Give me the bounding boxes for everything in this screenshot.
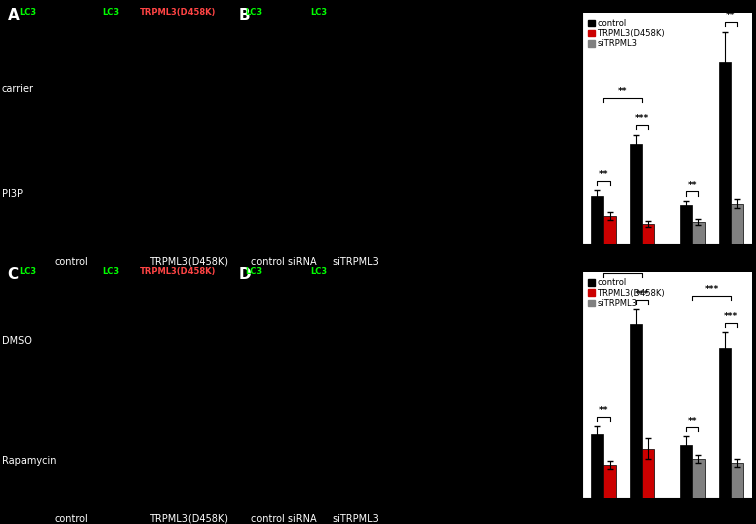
Bar: [692, 459, 705, 498]
Text: TRPML3(D458K): TRPML3(D458K): [140, 267, 216, 276]
Text: control: control: [55, 257, 88, 267]
Bar: [719, 348, 731, 498]
Text: LC3: LC3: [19, 8, 36, 17]
Bar: [731, 463, 743, 498]
Y-axis label: Number of LC3 particles: Number of LC3 particles: [545, 330, 554, 440]
Text: ***: ***: [635, 114, 649, 124]
Text: LC3: LC3: [19, 267, 36, 276]
Text: **: **: [618, 87, 627, 96]
Text: **: **: [687, 417, 697, 425]
Text: **: **: [687, 181, 697, 190]
Text: **: **: [727, 12, 736, 20]
Bar: [731, 204, 743, 244]
Text: siTRPML3: siTRPML3: [332, 514, 379, 523]
Bar: [680, 205, 692, 244]
Text: LC3: LC3: [310, 267, 327, 276]
Text: TRPML3(D458K): TRPML3(D458K): [150, 514, 228, 523]
Text: Rapamycin: Rapamycin: [2, 456, 56, 466]
Text: LC3: LC3: [102, 267, 119, 276]
Text: ***: ***: [635, 290, 649, 299]
Text: control siRNA: control siRNA: [251, 514, 316, 523]
Bar: [591, 196, 603, 244]
Text: C: C: [8, 267, 19, 282]
Bar: [719, 62, 731, 244]
Bar: [591, 434, 603, 498]
Bar: [692, 222, 705, 244]
Legend: control, TRPML3(D458K), siTRPML3: control, TRPML3(D458K), siTRPML3: [587, 277, 666, 310]
Bar: [642, 449, 655, 498]
Bar: [630, 144, 642, 244]
Text: LC3: LC3: [102, 8, 119, 17]
Text: ***: ***: [705, 285, 719, 294]
Text: control siRNA: control siRNA: [251, 257, 316, 267]
Text: **: **: [599, 170, 608, 179]
Text: ***: ***: [615, 263, 630, 271]
Bar: [680, 444, 692, 498]
Text: LC3: LC3: [246, 8, 263, 17]
Bar: [630, 324, 642, 498]
Text: TRPML3(D458K): TRPML3(D458K): [140, 8, 216, 17]
Text: LC3: LC3: [246, 267, 263, 276]
Text: LC3: LC3: [310, 8, 327, 17]
Text: **: **: [599, 406, 608, 416]
Legend: control, TRPML3(D458K), siTRPML3: control, TRPML3(D458K), siTRPML3: [587, 17, 666, 50]
Text: A: A: [8, 8, 20, 23]
Text: siTRPML3: siTRPML3: [332, 257, 379, 267]
Text: PI3P: PI3P: [2, 189, 23, 199]
Text: carrier: carrier: [2, 84, 33, 94]
Bar: [603, 216, 615, 244]
Text: B: B: [238, 8, 249, 23]
Text: E: E: [556, 0, 568, 13]
Text: D: D: [238, 267, 251, 282]
Text: ***: ***: [723, 312, 738, 321]
Y-axis label: Number of LC3 particles: Number of LC3 particles: [545, 73, 554, 183]
Text: F: F: [556, 254, 568, 272]
Bar: [603, 465, 615, 498]
Text: control: control: [55, 514, 88, 523]
Text: TRPML3(D458K): TRPML3(D458K): [150, 257, 228, 267]
Text: DMSO: DMSO: [2, 335, 32, 346]
Bar: [642, 224, 655, 244]
